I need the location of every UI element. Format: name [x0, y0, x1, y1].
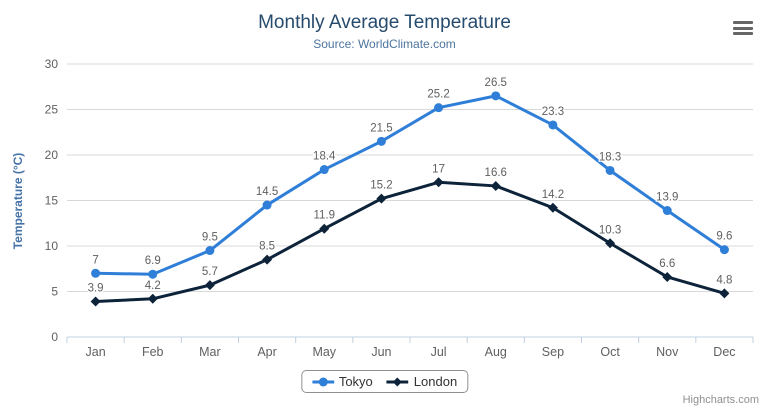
data-label: 23.3: [542, 106, 564, 118]
x-axis-label: Nov: [656, 345, 679, 359]
series-line-london: [94, 180, 726, 304]
data-point-marker-london[interactable]: [719, 288, 730, 299]
data-point-marker-london[interactable]: [605, 238, 616, 249]
x-axis-label: Jan: [86, 345, 106, 359]
y-axis-label: 20: [45, 148, 59, 162]
x-axis-label: Mar: [199, 345, 221, 359]
x-axis-label: Jul: [431, 345, 447, 359]
data-label: 7: [92, 254, 98, 266]
data-label: 15.2: [370, 180, 392, 192]
y-axis-title: Temperature (°C): [11, 152, 25, 250]
data-point-marker-tokyo[interactable]: [205, 246, 215, 256]
data-point-marker-london[interactable]: [90, 296, 101, 307]
legend-item-london[interactable]: London: [386, 374, 458, 389]
chart-title: Monthly Average Temperature: [258, 12, 511, 33]
legend-label: Tokyo: [338, 374, 373, 389]
x-axis-label: May: [312, 345, 336, 359]
legend-circle-marker-icon: [311, 377, 334, 386]
data-label: 4.2: [145, 280, 161, 292]
legend: Tokyo London: [300, 370, 469, 393]
y-axis-label: 25: [45, 103, 59, 117]
data-label: 17: [432, 163, 445, 175]
data-label: 11.9: [313, 210, 335, 222]
data-label: 9.6: [716, 231, 732, 243]
data-label: 6.9: [145, 255, 161, 267]
x-axis-label: Oct: [600, 345, 620, 359]
data-label: 5.7: [202, 266, 218, 278]
data-point-marker-tokyo[interactable]: [148, 269, 158, 279]
data-label: 3.9: [88, 283, 104, 295]
data-point-marker-tokyo[interactable]: [91, 268, 101, 278]
data-point-marker-tokyo[interactable]: [262, 200, 272, 210]
data-point-marker-london[interactable]: [547, 202, 558, 213]
data-point-marker-london[interactable]: [147, 293, 158, 304]
data-point-marker-tokyo[interactable]: [319, 165, 329, 175]
x-axis-label: Sep: [542, 345, 564, 359]
data-point-marker-tokyo[interactable]: [491, 91, 501, 101]
data-point-marker-london[interactable]: [204, 280, 215, 291]
hamburger-bar: [733, 32, 753, 35]
data-label: 14.5: [256, 186, 278, 198]
x-axis-label: Dec: [713, 345, 735, 359]
x-axis-label: Feb: [142, 345, 164, 359]
data-label: 4.8: [716, 274, 732, 286]
data-point-marker-london[interactable]: [662, 271, 673, 282]
data-label: 25.2: [427, 89, 449, 101]
legend-item-tokyo[interactable]: Tokyo: [311, 374, 373, 389]
data-point-marker-london[interactable]: [376, 193, 387, 204]
x-axis-label: Jun: [371, 345, 391, 359]
chart-subtitle: Source: WorldClimate.com: [313, 37, 456, 51]
data-point-marker-london[interactable]: [490, 180, 501, 191]
data-label: 16.6: [485, 167, 507, 179]
data-point-marker-tokyo[interactable]: [376, 136, 386, 146]
hamburger-icon[interactable]: [733, 21, 753, 35]
data-point-marker-tokyo[interactable]: [662, 206, 672, 216]
data-label: 14.2: [542, 189, 564, 201]
data-label: 18.4: [313, 151, 336, 163]
x-axis-label: Apr: [257, 345, 276, 359]
data-point-marker-london[interactable]: [319, 223, 330, 234]
data-point-marker-tokyo[interactable]: [548, 120, 558, 130]
x-axis-label: Aug: [485, 345, 507, 359]
data-point-marker-tokyo[interactable]: [719, 245, 729, 255]
series-line-tokyo: [94, 94, 726, 276]
legend-label: London: [413, 374, 458, 389]
y-axis-label: 30: [45, 57, 59, 71]
y-axis-label: 0: [51, 330, 58, 344]
data-label: 8.5: [259, 241, 275, 253]
data-label: 26.5: [485, 77, 507, 89]
hamburger-bar: [733, 26, 753, 30]
y-axis-label: 10: [45, 239, 59, 253]
data-label: 21.5: [370, 122, 392, 134]
data-point-marker-tokyo[interactable]: [605, 165, 615, 175]
y-axis-label: 15: [45, 194, 59, 208]
data-point-marker-tokyo[interactable]: [434, 103, 444, 113]
hamburger-bar: [733, 21, 753, 24]
legend-diamond-marker-icon: [386, 377, 409, 386]
data-point-marker-london[interactable]: [262, 254, 273, 265]
data-label: 10.3: [599, 224, 621, 236]
data-label: 9.5: [202, 232, 218, 244]
data-label: 6.6: [659, 258, 675, 270]
data-label: 13.9: [656, 192, 678, 204]
credits-link[interactable]: Highcharts.com: [682, 394, 759, 406]
data-point-marker-london[interactable]: [433, 177, 444, 188]
data-label: 18.3: [599, 151, 621, 163]
y-axis-label: 5: [51, 285, 58, 299]
